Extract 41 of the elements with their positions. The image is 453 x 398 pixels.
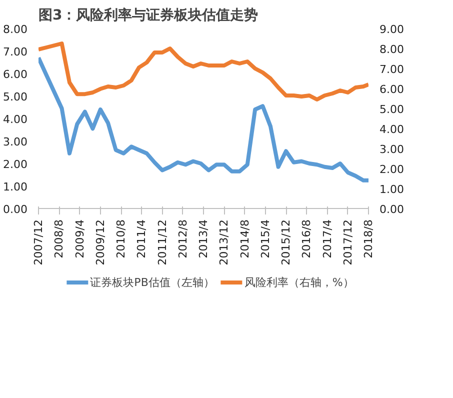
y2-tick-label: 2.00 [380, 163, 404, 176]
y-tick-label: 4.00 [3, 113, 28, 126]
y-tick-label: 6.00 [3, 68, 28, 81]
y2-tick-label: 9.00 [380, 23, 404, 36]
x-tick-label: 2011/4 [135, 219, 148, 258]
y-tick-label: 8.00 [3, 23, 28, 36]
x-tick-label: 2009/4 [73, 219, 86, 258]
y-tick-label: 5.00 [3, 90, 28, 104]
legend-label: 风险利率（右轴，%） [244, 274, 354, 290]
x-tick-label: 2010/8 [114, 219, 128, 258]
x-tick-label: 2009/12 [94, 219, 107, 266]
x-tick-label: 2018/8 [362, 219, 375, 258]
x-tick-label: 2008/8 [52, 219, 66, 258]
y-tick-label: 7.00 [3, 46, 28, 58]
y2-tick-label: 5.00 [380, 103, 404, 116]
y2-tick-label: 0.00 [380, 203, 404, 216]
y2-tick-label: 4.00 [380, 123, 404, 136]
x-tick-label: 2015/12 [280, 219, 292, 266]
line-series [38, 56, 368, 182]
x-tick-label: 2013/12 [218, 219, 231, 266]
y-tick-label: 0.00 [3, 203, 28, 216]
y-tick-label: 1.00 [3, 180, 28, 194]
line-series [38, 42, 368, 102]
y2-tick-label: 7.00 [380, 63, 404, 76]
y2-tick-label: 8.00 [380, 43, 404, 56]
x-tick-label: 2011/12 [156, 219, 169, 266]
chart-title: 图3：风险利率与证券板块估值走势 [38, 6, 258, 24]
x-tick-label: 2017/12 [341, 219, 354, 266]
x-tick-label: 2013/4 [197, 219, 210, 258]
y2-tick-label: 1.00 [380, 183, 404, 196]
y2-tick-label: 6.00 [380, 83, 404, 96]
legend-label: 证券板块PB估值（左轴） [90, 274, 214, 290]
y-tick-label: 2.00 [3, 158, 28, 171]
y-tick-label: 3.00 [3, 136, 28, 148]
x-tick-label: 2015/4 [258, 219, 272, 258]
x-tick-label: 2017/4 [320, 219, 334, 258]
x-tick-label: 2016/8 [300, 219, 314, 258]
x-tick-label: 2012/8 [176, 219, 190, 258]
x-tick-label: 2014/8 [238, 219, 252, 258]
x-tick-label: 2007/12 [32, 219, 45, 266]
y2-tick-label: 3.00 [380, 143, 404, 156]
